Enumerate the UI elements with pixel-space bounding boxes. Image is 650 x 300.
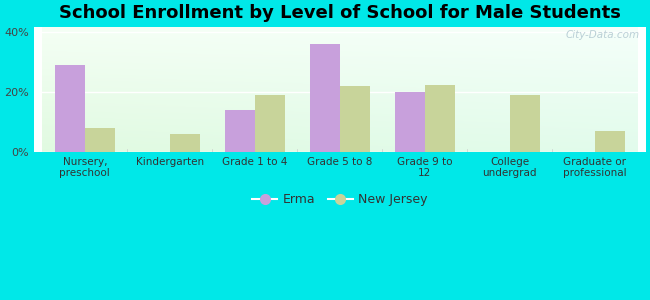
Bar [170, 134, 200, 152]
Bar [55, 65, 84, 152]
Bar [395, 92, 425, 152]
Text: City-Data.com: City-Data.com [566, 30, 640, 40]
Bar [595, 131, 625, 152]
Bar [510, 95, 540, 152]
Legend: Erma, New Jersey: Erma, New Jersey [248, 188, 432, 211]
Bar [255, 95, 285, 152]
Bar [310, 44, 340, 152]
Bar [340, 86, 370, 152]
Title: School Enrollment by Level of School for Male Students: School Enrollment by Level of School for… [59, 4, 621, 22]
Bar [425, 85, 454, 152]
Bar [84, 128, 114, 152]
Bar [225, 110, 255, 152]
